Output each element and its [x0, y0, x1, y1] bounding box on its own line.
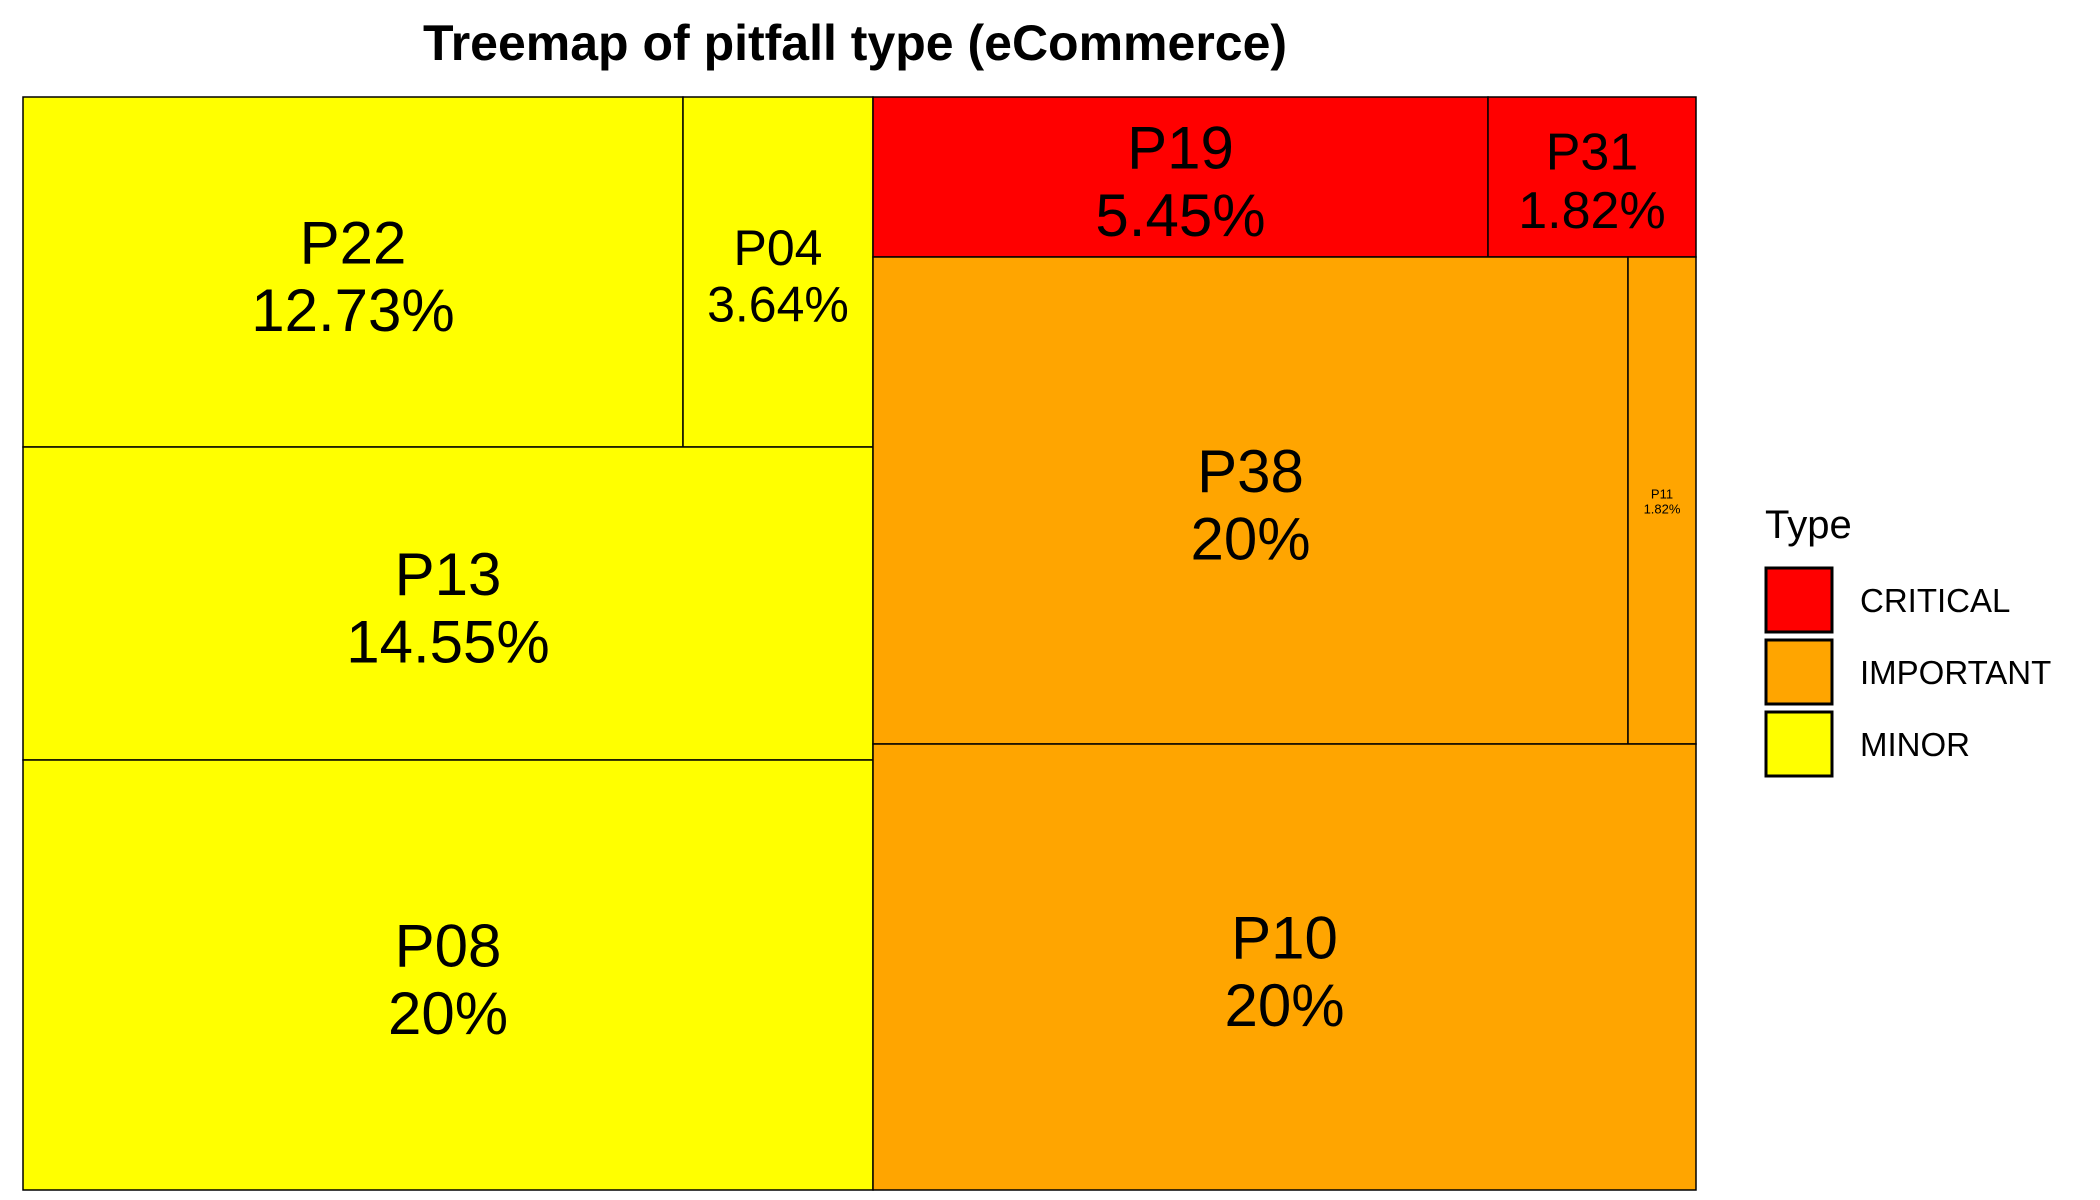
tile-value-label: 20% [1190, 506, 1310, 573]
tile-name-label: P08 [395, 912, 502, 979]
tile-value-label: 12.73% [251, 277, 455, 344]
tile-name-label: P38 [1197, 438, 1304, 505]
tile-name-label: P22 [300, 209, 407, 276]
tile-rect [22, 759, 874, 1191]
tile-name-label: P04 [734, 220, 823, 276]
tile-rect [682, 96, 874, 448]
tile-rect [22, 96, 684, 448]
legend-label-important: IMPORTANT [1860, 654, 2051, 691]
tile-value-label: 20% [388, 980, 508, 1047]
tile-value-label: 5.45% [1095, 182, 1265, 249]
tile-rect [872, 256, 1629, 745]
legend: Type CRITICAL IMPORTANT MINOR [1764, 503, 2051, 778]
legend-title: Type [1765, 503, 1852, 547]
tile-rect [1627, 256, 1697, 745]
legend-label-critical: CRITICAL [1860, 582, 2010, 619]
tile-rect [872, 743, 1697, 1191]
tile-name-label: P10 [1231, 904, 1338, 971]
legend-key-minor [1764, 710, 1834, 778]
tile-rect [1487, 96, 1697, 258]
tile-name-label: P13 [395, 541, 502, 608]
tile-value-label: 1.82% [1518, 182, 1665, 240]
treemap-tiles: P2212.73%P043.64%P1314.55%P0820%P195.45%… [22, 96, 1697, 1191]
tile-value-label: 3.64% [707, 276, 849, 332]
tile-name-label: P11 [1651, 487, 1673, 502]
tile-value-label: 14.55% [346, 609, 550, 676]
chart-title: Treemap of pitfall type (eCommerce) [423, 15, 1287, 71]
tile-rect [22, 446, 874, 761]
tile-rect [872, 96, 1489, 258]
tile-name-label: P19 [1127, 114, 1234, 181]
tile-value-label: 1.82% [1644, 501, 1681, 516]
legend-key-important [1764, 638, 1834, 706]
legend-label-minor: MINOR [1860, 726, 1970, 763]
tile-name-label: P31 [1546, 123, 1639, 181]
legend-key-critical [1764, 566, 1834, 634]
tile-value-label: 20% [1224, 972, 1344, 1039]
